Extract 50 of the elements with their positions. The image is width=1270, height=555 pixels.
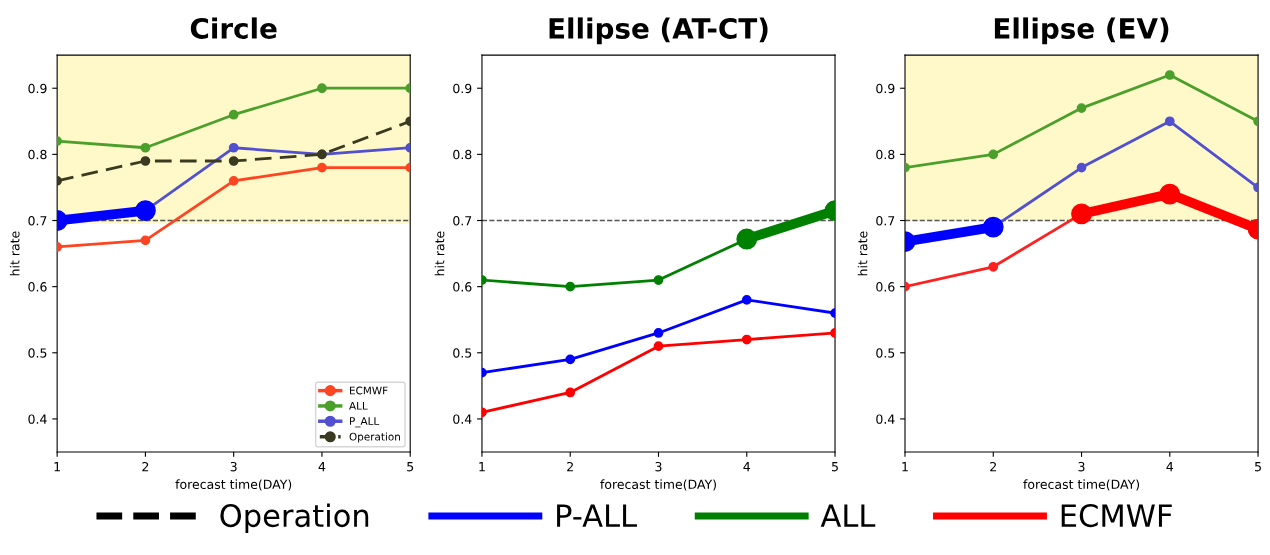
legend-label: ALL xyxy=(820,504,876,527)
x-tick-label: 3 xyxy=(1078,461,1085,472)
chart-title: Ellipse (EV) xyxy=(994,17,1169,45)
x-tick-label: 5 xyxy=(407,462,414,472)
x-tick-label: 4 xyxy=(318,462,326,472)
x-tick-label: 1 xyxy=(54,462,60,472)
y-axis-title: hit rate xyxy=(434,231,445,276)
x-tick-label: 4 xyxy=(743,462,751,472)
y-tick-label: 0.6 xyxy=(28,282,47,292)
x-tick-label: 2 xyxy=(567,461,573,472)
y-axis-title: hit rate xyxy=(9,231,20,276)
y-tick-label: 0.4 xyxy=(876,414,895,424)
y-tick-label: 0.9 xyxy=(876,83,895,94)
y-tick-label: 0.6 xyxy=(876,282,895,292)
chart-title: Ellipse (AT-CT) xyxy=(549,17,768,45)
x-axis-title: forecast time(DAY) xyxy=(175,479,292,491)
x-axis-title: forecast time(DAY) xyxy=(600,479,716,491)
y-tick-label: 0.8 xyxy=(453,149,472,160)
x-tick-label: 2 xyxy=(990,461,996,472)
chart-title: Circle xyxy=(190,17,277,39)
y-tick-label: 0.5 xyxy=(28,348,47,358)
legend-label: ECMWF xyxy=(350,386,388,395)
y-tick-label: 0.9 xyxy=(453,83,472,94)
legend-label: P_ALL xyxy=(350,417,380,428)
y-tick-label: 0.5 xyxy=(876,348,895,358)
x-tick-label: 4 xyxy=(1166,462,1174,472)
y-tick-label: 0.6 xyxy=(453,282,472,292)
x-axis-title: forecast time(DAY) xyxy=(1023,479,1140,491)
x-tick-label: 1 xyxy=(479,462,485,472)
legend-label: Operation xyxy=(220,503,369,534)
legend-label: ECMWF xyxy=(1061,504,1172,528)
y-tick-label: 0.4 xyxy=(28,414,47,424)
y-axis-title: hit rate xyxy=(857,231,868,276)
y-tick-label: 0.7 xyxy=(876,215,895,226)
y-tick-label: 0.4 xyxy=(453,414,472,424)
y-tick-label: 0.7 xyxy=(453,215,472,226)
legend-label: P-ALL xyxy=(557,504,637,527)
legend-label: ALL xyxy=(349,401,368,410)
y-tick-label: 0.5 xyxy=(453,348,472,358)
x-tick-label: 2 xyxy=(142,461,149,472)
y-tick-label: 0.9 xyxy=(28,83,47,94)
y-tick-label: 0.8 xyxy=(28,149,47,160)
x-tick-label: 3 xyxy=(230,461,237,472)
y-tick-label: 0.7 xyxy=(28,215,47,226)
x-tick-label: 3 xyxy=(655,461,662,472)
x-tick-label: 5 xyxy=(1255,462,1261,472)
legend-label: Operation xyxy=(349,432,400,443)
x-tick-label: 1 xyxy=(902,462,908,472)
x-tick-label: 5 xyxy=(832,462,838,472)
y-tick-label: 0.8 xyxy=(876,149,895,160)
